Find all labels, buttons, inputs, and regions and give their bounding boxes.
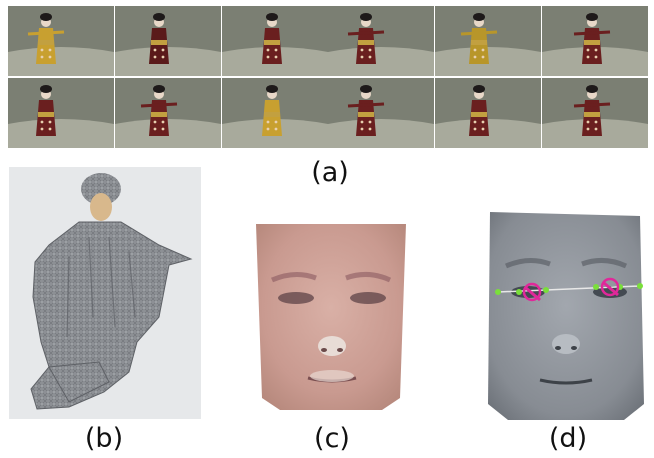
video-frame <box>542 6 648 76</box>
video-frame <box>435 78 542 148</box>
landmark-point <box>516 289 522 295</box>
video-frame <box>8 78 114 148</box>
landmark-face-panel <box>484 208 650 424</box>
video-frame <box>221 6 328 76</box>
label-c: (c) <box>314 423 350 454</box>
landmark-face <box>488 212 644 420</box>
left-pupil-marker <box>522 282 542 302</box>
video-frame <box>542 78 648 148</box>
landmark-point <box>543 287 549 293</box>
textured-face-panel <box>250 218 412 414</box>
frame-row-bottom <box>8 78 648 148</box>
label-d: (d) <box>548 423 588 454</box>
video-frame <box>8 6 114 76</box>
mesh-figure <box>30 173 193 410</box>
landmark-point <box>593 284 599 290</box>
video-frame <box>328 6 435 76</box>
video-frame <box>114 78 221 148</box>
landmark-point <box>637 283 643 289</box>
mesh-reconstruction-panel <box>9 167 201 419</box>
landmark-point <box>495 289 501 295</box>
video-frame <box>114 6 221 76</box>
label-a: (a) <box>311 157 349 188</box>
right-pupil-marker <box>600 277 620 297</box>
label-b: (b) <box>84 423 124 454</box>
video-frame <box>221 78 328 148</box>
video-frame <box>328 78 435 148</box>
frame-row-top <box>8 6 648 76</box>
video-frame <box>435 6 542 76</box>
textured-face <box>256 224 406 410</box>
